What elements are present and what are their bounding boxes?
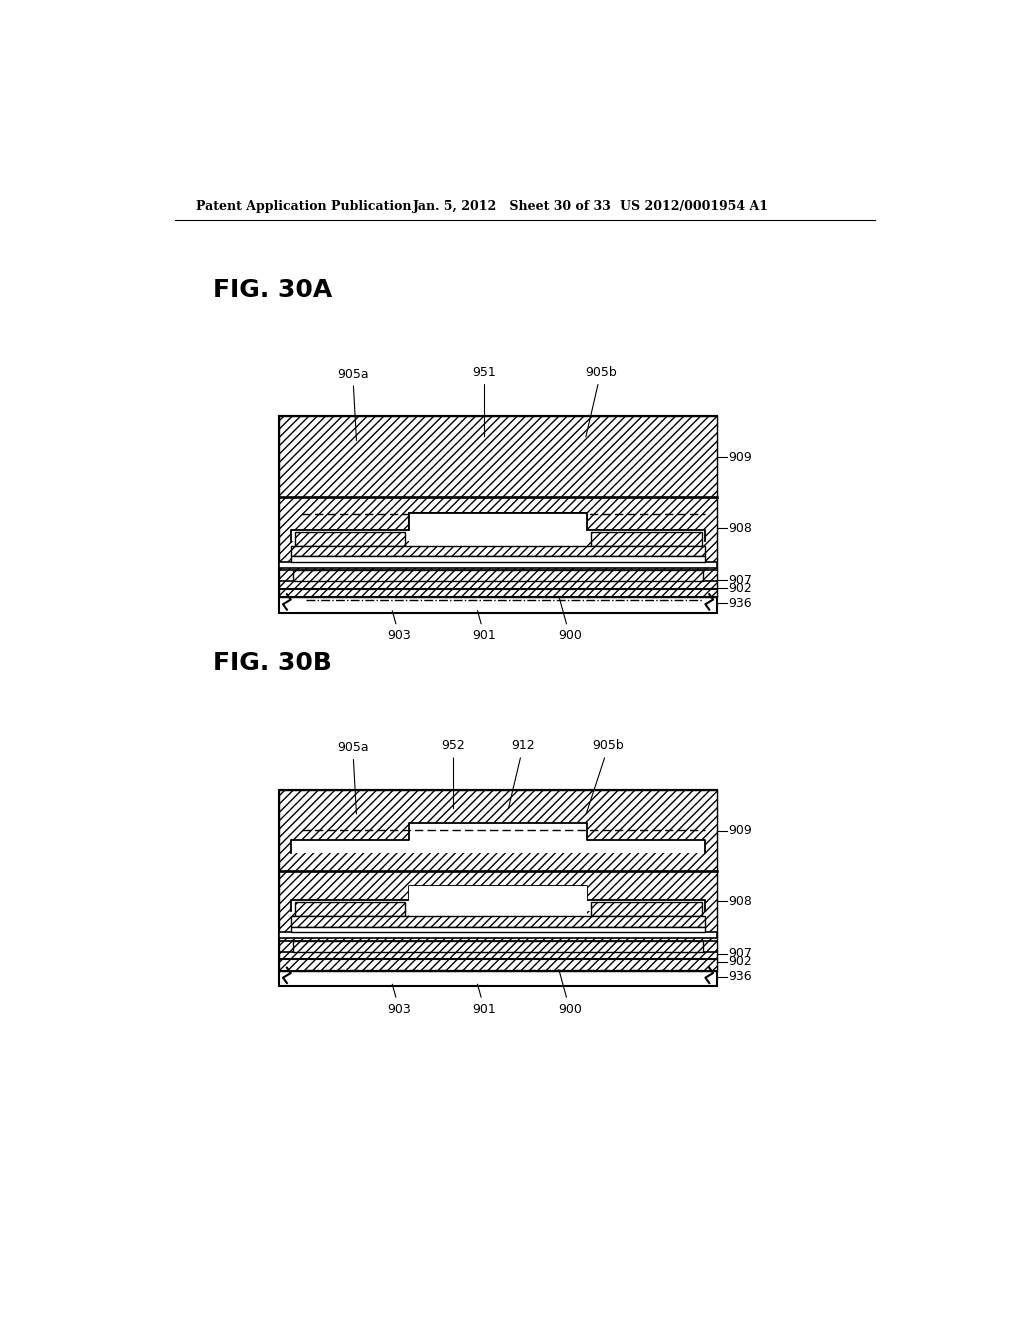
Text: 912: 912 xyxy=(508,739,536,809)
Bar xyxy=(280,416,717,498)
Text: US 2012/0001954 A1: US 2012/0001954 A1 xyxy=(621,199,768,213)
Bar xyxy=(409,886,587,916)
Bar xyxy=(291,927,706,932)
Text: 903: 903 xyxy=(387,985,411,1016)
Bar xyxy=(409,886,587,900)
Bar xyxy=(291,545,706,557)
Bar xyxy=(409,822,587,840)
Bar xyxy=(280,789,717,986)
Text: 907: 907 xyxy=(729,574,753,587)
Text: 936: 936 xyxy=(729,597,753,610)
Text: 908: 908 xyxy=(729,895,753,908)
Bar xyxy=(280,789,717,871)
Bar xyxy=(295,903,406,916)
Text: 908: 908 xyxy=(729,521,753,535)
Bar xyxy=(291,840,706,853)
Bar xyxy=(409,512,587,545)
Bar xyxy=(280,562,717,568)
Bar xyxy=(293,941,703,952)
Bar xyxy=(291,529,706,541)
Text: FIG. 30B: FIG. 30B xyxy=(213,651,332,676)
Text: 905a: 905a xyxy=(337,741,369,814)
Bar xyxy=(280,416,717,498)
Text: 905a: 905a xyxy=(337,367,369,441)
Text: 901: 901 xyxy=(473,985,497,1016)
Bar xyxy=(291,916,706,927)
Bar xyxy=(280,789,717,871)
Text: 909: 909 xyxy=(729,824,753,837)
Bar xyxy=(280,932,717,939)
Bar xyxy=(591,903,701,916)
Bar xyxy=(280,498,717,597)
Bar xyxy=(280,871,717,970)
Bar xyxy=(409,512,587,529)
Text: Jan. 5, 2012   Sheet 30 of 33: Jan. 5, 2012 Sheet 30 of 33 xyxy=(414,199,612,213)
Bar xyxy=(280,416,717,612)
Bar xyxy=(280,416,717,498)
Bar xyxy=(293,570,703,581)
Bar xyxy=(280,498,717,597)
Bar xyxy=(291,900,706,911)
Text: FIG. 30A: FIG. 30A xyxy=(213,277,333,302)
Bar xyxy=(591,532,701,545)
Text: 936: 936 xyxy=(729,970,753,983)
Text: 901: 901 xyxy=(473,611,497,643)
Text: 900: 900 xyxy=(558,970,582,1016)
Text: 909: 909 xyxy=(729,450,753,463)
Text: 902: 902 xyxy=(729,954,753,968)
Text: Patent Application Publication: Patent Application Publication xyxy=(197,199,412,213)
Text: 903: 903 xyxy=(387,611,411,643)
Bar xyxy=(291,557,706,562)
Text: 952: 952 xyxy=(441,739,465,809)
Text: 900: 900 xyxy=(558,597,582,643)
Text: 907: 907 xyxy=(729,948,753,961)
Text: 905b: 905b xyxy=(586,739,625,814)
Text: 902: 902 xyxy=(729,582,753,594)
Text: 951: 951 xyxy=(473,366,497,437)
Text: 905b: 905b xyxy=(585,366,616,437)
Bar xyxy=(280,871,717,970)
Bar xyxy=(295,532,406,545)
